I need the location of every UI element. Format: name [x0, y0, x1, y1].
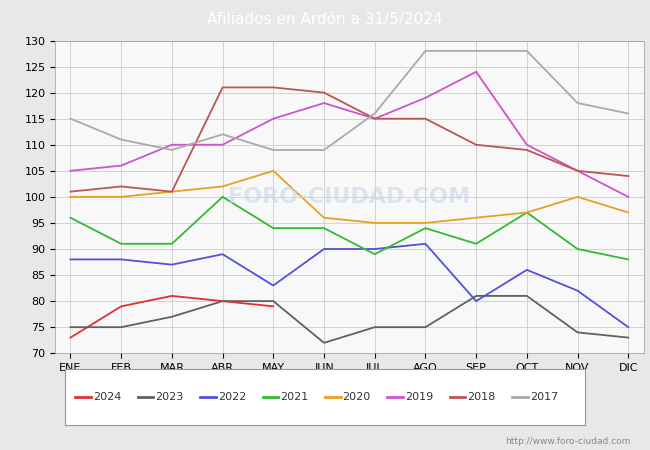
Text: 2024: 2024 [93, 392, 122, 402]
Text: FORO-CIUDAD.COM: FORO-CIUDAD.COM [228, 187, 471, 207]
Text: 2018: 2018 [467, 392, 495, 402]
Text: http://www.foro-ciudad.com: http://www.foro-ciudad.com [505, 437, 630, 446]
Text: 2023: 2023 [155, 392, 183, 402]
Text: 2021: 2021 [280, 392, 308, 402]
Text: 2019: 2019 [405, 392, 433, 402]
Text: Afiliados en Ardón a 31/5/2024: Afiliados en Ardón a 31/5/2024 [207, 12, 443, 27]
Text: 2017: 2017 [530, 392, 558, 402]
Text: 2022: 2022 [218, 392, 246, 402]
Text: 2020: 2020 [343, 392, 370, 402]
